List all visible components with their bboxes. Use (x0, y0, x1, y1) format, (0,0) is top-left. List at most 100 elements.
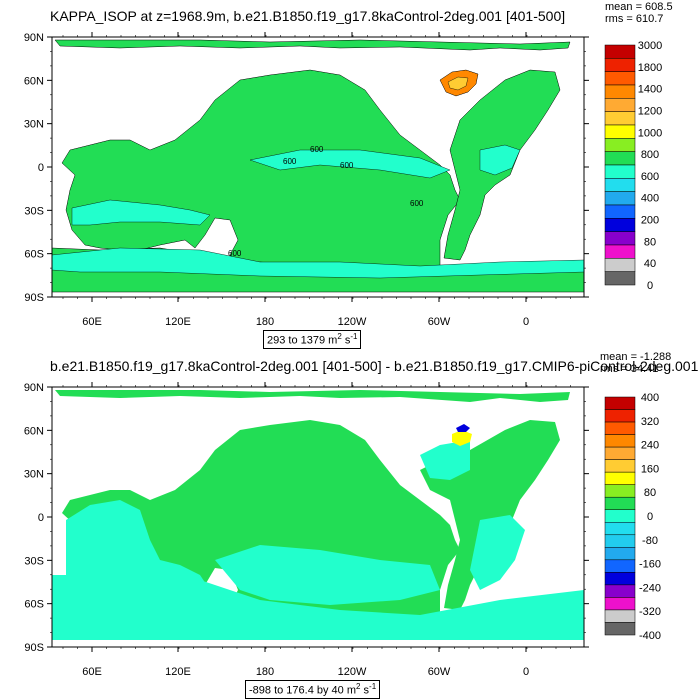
colorbar-swatch (604, 484, 636, 498)
lon-label: 60E (82, 666, 102, 678)
colorbar-label: 80 (644, 487, 656, 499)
colorbar-swatch (604, 559, 636, 573)
colorbar-swatch (604, 111, 636, 126)
colorbar-swatch (604, 434, 636, 448)
lat-label: 0 (38, 512, 44, 524)
colorbar-swatch (604, 584, 636, 598)
lat-label: 0 (38, 162, 44, 174)
panel1-stats: mean = 608.5 rms = 610.7 (605, 1, 673, 25)
panel1-contour-label: 600 (283, 157, 297, 166)
panel2-range-unit: s (360, 684, 370, 697)
colorbar-swatch (604, 44, 636, 59)
colorbar-swatch (604, 244, 636, 259)
colorbar-swatch (604, 191, 636, 206)
colorbar-swatch (604, 98, 636, 112)
lat-label: 60S (24, 249, 44, 261)
colorbar-swatch (604, 151, 636, 166)
lat-label: 30N (24, 119, 44, 131)
colorbar-swatch (604, 71, 636, 86)
panel1-range-exp: 2 (337, 332, 342, 341)
colorbar-label: -400 (639, 630, 661, 642)
lon-label: 120E (165, 666, 191, 678)
colorbar-swatch (604, 496, 636, 510)
lon-label: 0 (523, 316, 529, 328)
colorbar-label: 400 (641, 392, 659, 404)
lat-label: 60N (24, 75, 44, 87)
lat-label: 30S (24, 205, 44, 217)
lon-label: 120E (165, 316, 191, 328)
colorbar-swatch (604, 459, 636, 473)
panel1-contour-label: 600 (410, 199, 424, 208)
lon-label: 0 (523, 666, 529, 678)
panel1-labrador-hotspot-core (447, 76, 469, 91)
colorbar-swatch (604, 258, 636, 272)
panel1-range-box: 293 to 1379 m2 s-1 (263, 330, 362, 349)
colorbar-label: 160 (641, 463, 659, 475)
panel1-mean: mean = 608.5 (605, 1, 673, 13)
colorbar-swatch (604, 84, 636, 99)
panel2-pacific-cyan (215, 545, 440, 605)
map-axes: 90N 60N 30N 0 30S 60S 90S 60E 120E 180 120W 60W 0 90N… (24, 32, 589, 678)
colorbar-label: 1800 (638, 62, 662, 74)
panel1-range-exp2: -1 (350, 332, 358, 341)
colorbar-swatch (604, 522, 636, 536)
colorbar-label: 1200 (638, 105, 662, 117)
colorbar-swatch (604, 622, 636, 636)
colorbar-label: -240 (639, 582, 661, 594)
panel2-map (52, 387, 584, 647)
colorbar-label: -160 (639, 559, 661, 571)
lon-label: 120W (338, 316, 367, 328)
colorbar-label: 40 (644, 258, 656, 270)
lon-label: 60W (428, 316, 451, 328)
colorbar-swatch (604, 396, 636, 410)
colorbar-swatch (604, 58, 636, 72)
panel2-arctic-ocean (55, 390, 570, 402)
colorbar-label: 3000 (638, 40, 662, 52)
panel1-range-unit: s (341, 334, 351, 347)
colorbar-swatch (604, 446, 636, 460)
lon-label: 180 (256, 316, 274, 328)
colorbar-swatch (604, 164, 636, 179)
colorbar-swatch (604, 138, 636, 152)
panel1-atlantic-cyan-band (479, 144, 521, 176)
colorbar-label: 240 (641, 440, 659, 452)
lat-label: 60N (24, 425, 44, 437)
colorbar-swatch (604, 124, 636, 139)
colorbar-label: 0 (647, 511, 653, 523)
panel1-contour-label: 600 (310, 145, 324, 154)
lat-label: 90N (24, 32, 44, 44)
panel1-title: KAPPA_ISOP at z=1968.9m, b.e21.B1850.f19… (50, 8, 566, 24)
colorbar-label: 600 (641, 171, 659, 183)
panel1-contour-label: 600 (340, 161, 354, 170)
lat-label: 30N (24, 469, 44, 481)
colorbar-swatch (604, 421, 636, 435)
lat-label: 60S (24, 599, 44, 611)
panel2-stats: mean = -1.288 rms = 34.41 (600, 351, 671, 375)
colorbar-swatch (604, 534, 636, 548)
colorbar-label: 1000 (638, 127, 662, 139)
panel2-atlantic-cyan (470, 515, 525, 590)
colorbar-label: 800 (641, 149, 659, 161)
colorbar-label: -80 (642, 535, 658, 547)
colorbar-swatch (604, 178, 636, 192)
panel1-southern-cyan-band (52, 247, 584, 279)
colorbar-swatch (604, 271, 636, 286)
lon-label: 60W (428, 666, 451, 678)
panel2-rms: rms = 34.41 (600, 363, 659, 375)
panel2-southern-cyan (52, 575, 584, 640)
lat-label: 90S (24, 292, 44, 304)
lon-label: 60E (82, 316, 102, 328)
panel2-range-exp: 2 (356, 682, 361, 691)
panel2-range-box: -898 to 176.4 by 40 m2 s-1 (245, 680, 381, 699)
lon-label: 180 (256, 666, 274, 678)
panel2-range-exp2: -1 (369, 682, 377, 691)
panel1-rms: rms = 610.7 (605, 13, 664, 25)
colorbar-label: -320 (639, 606, 661, 618)
lat-label: 30S (24, 555, 44, 567)
panel1-equatorial-cyan-band (249, 149, 451, 179)
colorbar-label: 80 (644, 236, 656, 248)
lon-label: 120W (338, 666, 367, 678)
panel1-arctic-ocean (54, 39, 571, 51)
panel2-labrador-anomaly-neg (456, 424, 470, 432)
